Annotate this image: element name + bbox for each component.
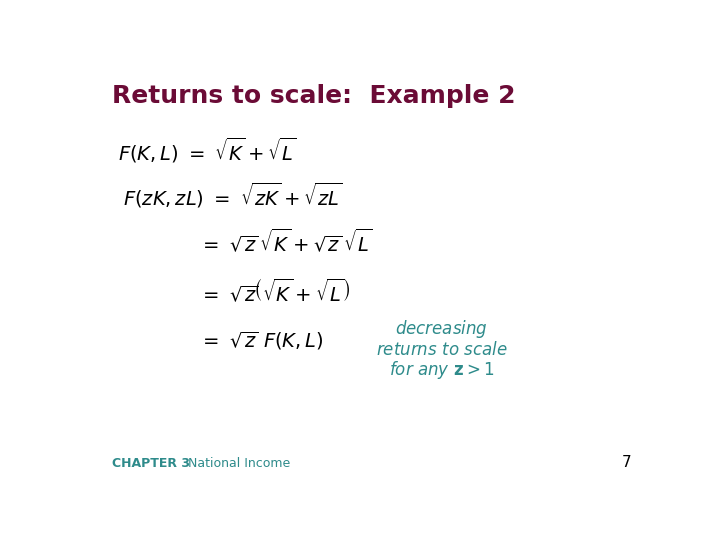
Text: $\it{decreasing}$: $\it{decreasing}$ <box>395 318 488 340</box>
Text: CHAPTER 3: CHAPTER 3 <box>112 457 190 470</box>
Text: 7: 7 <box>621 455 631 470</box>
Text: $\it{returns\ to\ scale}$: $\it{returns\ to\ scale}$ <box>376 341 508 359</box>
Text: $\mathit{F}\mathit{(zK,zL)}\ =\ \sqrt{zK}+\sqrt{zL}$: $\mathit{F}\mathit{(zK,zL)}\ =\ \sqrt{zK… <box>124 181 343 211</box>
Text: National Income: National Income <box>188 457 290 470</box>
Text: $=\ \sqrt{z}\,\sqrt{K}+\sqrt{z}\,\sqrt{L}$: $=\ \sqrt{z}\,\sqrt{K}+\sqrt{z}\,\sqrt{L… <box>199 228 373 255</box>
Text: Returns to scale:  Example 2: Returns to scale: Example 2 <box>112 84 516 107</box>
Text: $\mathit{F}\mathit{(K,L)}\ =\ \sqrt{K}+\sqrt{L}$: $\mathit{F}\mathit{(K,L)}\ =\ \sqrt{K}+\… <box>118 136 297 165</box>
Text: $\it{for\ any}\ \mathbf{z} > 1$: $\it{for\ any}\ \mathbf{z} > 1$ <box>389 360 494 381</box>
Text: $=\ \sqrt{z}\ \mathit{F}\mathit{(K,L)}$: $=\ \sqrt{z}\ \mathit{F}\mathit{(K,L)}$ <box>199 330 323 353</box>
Text: $=\ \sqrt{z}\!\left(\sqrt{K}+\sqrt{L}\right)$: $=\ \sqrt{z}\!\left(\sqrt{K}+\sqrt{L}\ri… <box>199 278 350 305</box>
